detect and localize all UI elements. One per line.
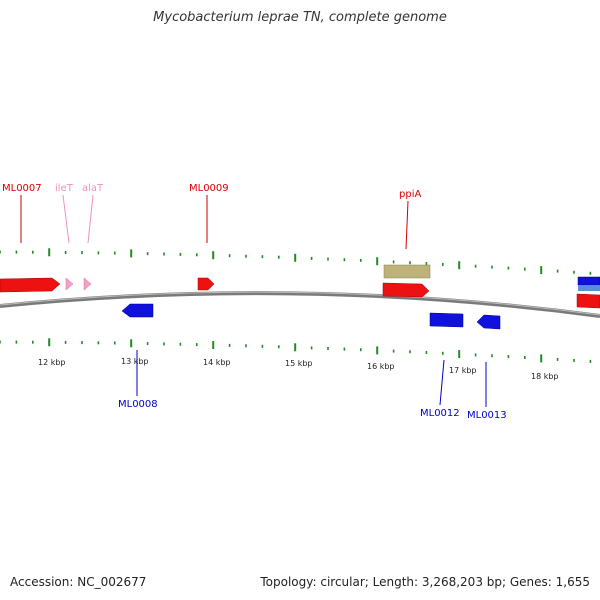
scale-label-13kbp: 13 kbp [121, 357, 149, 366]
genome-backbone [0, 291, 600, 318]
reverse-gene-labels: ML0008 ML0012 ML0013 [118, 350, 507, 421]
gene-ml0009[interactable] [197, 277, 215, 291]
label-ml0013: ML0013 [467, 410, 507, 421]
genome-backbone-highlight [0, 291, 600, 316]
scale-label-14kbp: 14 kbp [203, 358, 231, 367]
scale-labels: 12 kbp 13 kbp 14 kbp 15 kbp 16 kbp 17 kb… [38, 357, 559, 381]
forward-gene-labels: ML0007 ML0009 ppiA [2, 183, 421, 250]
scale-label-18kbp: 18 kbp [531, 372, 559, 381]
scale-label-17kbp: 17 kbp [449, 366, 477, 375]
label-ml0012: ML0012 [420, 408, 460, 419]
genome-summary-text: Topology: circular; Length: 3,268,203 bp… [260, 575, 590, 589]
gene-ilet[interactable] [65, 277, 74, 291]
accession-text: Accession: NC_002677 [10, 575, 147, 589]
scale-label-16kbp: 16 kbp [367, 362, 395, 371]
scale-label-12kbp: 12 kbp [38, 358, 66, 367]
gene-right-edge-steel[interactable] [578, 285, 600, 291]
bottom-tick-row [0, 338, 592, 363]
label-ppia: ppiA [399, 189, 421, 200]
reverse-genes [121, 276, 600, 330]
feature-ppia-region[interactable] [383, 264, 431, 279]
gene-ppia[interactable] [382, 282, 430, 298]
rna-genes [65, 277, 92, 291]
top-tick-row [0, 248, 592, 275]
gene-right-edge-blue[interactable] [577, 276, 600, 286]
gene-ml0013[interactable] [476, 314, 501, 330]
rna-gene-labels: ileT alaT [55, 183, 104, 244]
leader-alat [87, 194, 94, 244]
gene-ml0012[interactable] [429, 312, 464, 328]
forward-genes [0, 277, 600, 309]
gene-ml0008[interactable] [121, 303, 154, 318]
leader-ml0012 [439, 359, 445, 406]
gene-right-edge-red[interactable] [576, 293, 600, 309]
map-title: Mycobacterium leprae TN, complete genome [153, 10, 447, 25]
label-ml0007: ML0007 [2, 183, 42, 194]
leader-ppia [405, 200, 409, 250]
label-alat: alaT [82, 183, 104, 194]
label-ml0008: ML0008 [118, 399, 158, 410]
label-ml0009: ML0009 [189, 183, 229, 194]
scale-label-15kbp: 15 kbp [285, 359, 313, 368]
label-ilet: ileT [55, 183, 74, 194]
gene-alat[interactable] [83, 277, 92, 291]
leader-ilet [62, 194, 70, 244]
gene-ml0007[interactable] [0, 277, 61, 293]
